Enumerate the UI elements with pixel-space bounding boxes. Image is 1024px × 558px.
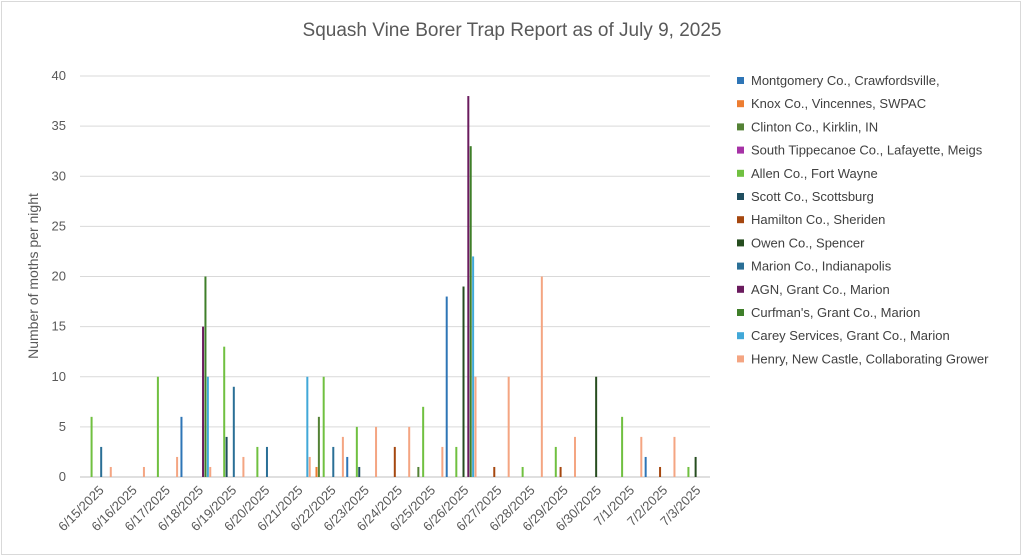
bar (687, 466, 690, 477)
bar (408, 426, 411, 477)
bar (223, 346, 226, 477)
legend-label: Montgomery Co., Crawfordsville, (751, 73, 940, 88)
bar (559, 466, 562, 477)
bar (621, 416, 624, 477)
legend-swatch (737, 100, 744, 108)
bar (317, 416, 320, 477)
bar (573, 436, 576, 477)
legend-label: Allen Co., Fort Wayne (751, 166, 878, 181)
bar (595, 376, 598, 477)
legend-swatch (737, 193, 744, 200)
legend-swatch (737, 309, 744, 316)
bar (462, 286, 465, 477)
grid (80, 75, 710, 478)
bar (100, 446, 103, 477)
legend-label: Scott Co., Scottsburg (751, 189, 874, 204)
legend-swatch (737, 285, 744, 293)
bar (332, 446, 335, 477)
bar (554, 446, 557, 477)
bar (308, 456, 311, 477)
bar (156, 376, 159, 477)
bar (474, 376, 477, 477)
bar (142, 466, 145, 477)
bar (209, 466, 212, 477)
legend-swatch (737, 169, 744, 177)
legend-swatch (737, 77, 744, 84)
bar (507, 376, 510, 477)
y-tick-label: 20 (52, 269, 66, 284)
legend-label: Hamilton Co., Sheriden (751, 212, 885, 227)
legend-label: Knox Co., Vincennes, SWPAC (751, 96, 926, 111)
bar (441, 446, 444, 477)
bar (346, 456, 349, 477)
bar (232, 386, 235, 477)
bar (358, 466, 361, 477)
y-axis-label: Number of moths per night (25, 193, 41, 359)
y-tick-label: 15 (52, 319, 66, 334)
bar (180, 416, 183, 477)
bar (455, 446, 458, 477)
y-tick-label: 5 (59, 419, 66, 434)
legend-swatch (737, 123, 744, 131)
legend-label: Carey Services, Grant Co., Marion (751, 328, 950, 343)
legend-label: Henry, New Castle, Collaborating Grower (751, 351, 989, 366)
bar (445, 296, 448, 477)
bars (90, 96, 697, 478)
bar (206, 376, 209, 477)
bar (659, 466, 662, 477)
bar (469, 146, 472, 478)
y-tick-label: 40 (52, 68, 66, 83)
bar (673, 436, 676, 477)
y-tick-label: 0 (59, 469, 66, 484)
legend-label: Owen Co., Spencer (751, 235, 865, 250)
bar (493, 466, 496, 477)
y-axis-ticks: 0 5 10 15 20 25 30 35 40 (52, 68, 66, 484)
x-axis-ticks: 6/15/20256/16/20256/17/20256/18/20256/19… (55, 483, 703, 535)
chart-title: Squash Vine Borer Trap Report as of July… (303, 20, 722, 41)
bar (204, 276, 207, 477)
bar (109, 466, 112, 477)
legend-label: Clinton Co., Kirklin, IN (751, 119, 878, 134)
bar (521, 466, 524, 477)
legend-label: AGN, Grant Co., Marion (751, 282, 890, 297)
bar (540, 276, 543, 477)
bar (467, 96, 470, 478)
bar (644, 456, 647, 477)
bar (176, 456, 179, 477)
y-tick-label: 25 (52, 218, 66, 233)
bar (694, 456, 697, 477)
legend-swatch (737, 355, 744, 363)
y-tick-label: 35 (52, 118, 66, 133)
bar (640, 436, 643, 477)
bar (265, 446, 268, 477)
legend-swatch (737, 332, 744, 340)
bar (225, 436, 228, 477)
bar (90, 416, 93, 477)
bar (242, 456, 245, 477)
legend-label: Marion Co., Indianapolis (751, 259, 892, 274)
legend: Montgomery Co., Crawfordsville, Knox Co.,… (737, 73, 989, 366)
legend-swatch (737, 216, 744, 224)
bar (393, 446, 396, 477)
bar (322, 376, 325, 477)
y-tick-label: 10 (52, 369, 66, 384)
bar (256, 446, 259, 477)
bar (341, 436, 344, 477)
legend-swatch (737, 262, 744, 270)
legend-label: Curfman's, Grant Co., Marion (751, 305, 920, 320)
bar (306, 376, 309, 477)
bar (422, 406, 425, 477)
legend-swatch (737, 239, 744, 247)
legend-swatch (737, 146, 744, 154)
bar (315, 466, 318, 477)
y-tick-label: 30 (52, 168, 66, 183)
bar (202, 326, 205, 477)
bar (472, 256, 475, 477)
bar (355, 426, 358, 477)
bar (417, 466, 420, 477)
legend-label: South Tippecanoe Co., Lafayette, Meigs (751, 143, 983, 158)
bar (375, 426, 378, 477)
